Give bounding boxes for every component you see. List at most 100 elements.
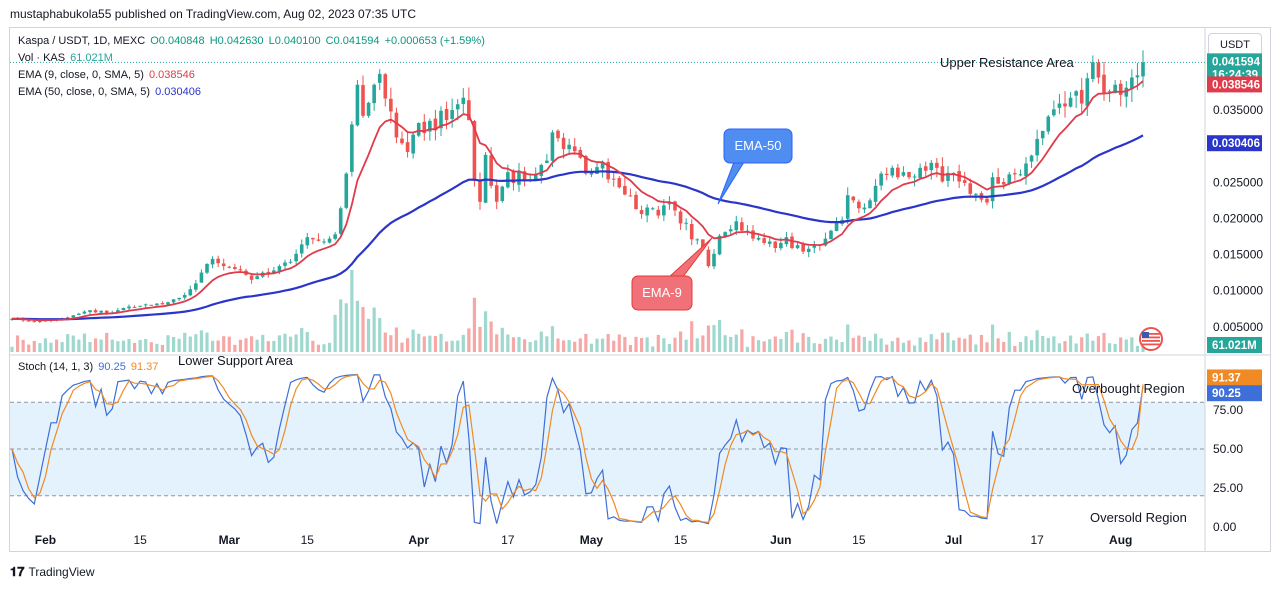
candle-body — [706, 249, 711, 267]
volume-bar — [339, 299, 343, 352]
candle-body — [1085, 78, 1090, 106]
volume-bar — [171, 336, 176, 352]
candle — [32, 320, 37, 323]
candle — [728, 224, 733, 237]
candle-body — [990, 177, 995, 202]
candle-body — [439, 110, 443, 129]
candle-body — [1057, 103, 1062, 108]
candle — [227, 265, 232, 269]
candle-body — [450, 110, 454, 119]
candle-body — [377, 73, 382, 83]
candle-body — [233, 267, 237, 269]
candle-body — [879, 173, 883, 186]
candle-body — [277, 266, 282, 271]
volume-badge-bg — [1207, 337, 1262, 353]
candle-body — [611, 178, 616, 180]
candle — [946, 166, 950, 188]
candle-body — [784, 237, 789, 245]
candle — [678, 209, 683, 230]
candle-body — [946, 172, 950, 181]
stoch-label[interactable]: Stoch (14, 1, 3) — [18, 361, 94, 373]
volume-bar — [489, 321, 493, 352]
candle-body — [1001, 181, 1006, 185]
volume-bar — [127, 339, 131, 352]
candle — [1079, 78, 1084, 115]
candle — [333, 231, 337, 241]
volume-label[interactable]: Vol · KAS — [18, 52, 66, 64]
symbol-name[interactable]: Kaspa / USDT, 1D, MEXC — [18, 35, 146, 47]
ema50-callout-text: EMA-50 — [735, 138, 782, 153]
candle — [422, 114, 427, 141]
volume-bar — [545, 336, 549, 352]
candle-body — [935, 162, 939, 168]
candle-body — [1046, 116, 1051, 132]
candle — [82, 310, 87, 315]
candle — [912, 173, 917, 187]
volume-bar — [160, 344, 165, 352]
candle — [160, 301, 165, 305]
candle — [266, 268, 271, 278]
candle-body — [912, 176, 917, 178]
candle — [1001, 178, 1006, 190]
volume-bar — [578, 338, 582, 352]
volume-bar — [400, 342, 404, 352]
candle — [299, 239, 304, 258]
candle-body — [199, 272, 204, 283]
candle — [522, 166, 527, 187]
volume-bar — [32, 341, 36, 352]
candle-body — [166, 302, 170, 305]
candle — [940, 157, 945, 183]
candle-body — [985, 198, 989, 203]
volume-bar — [439, 333, 443, 352]
volume-bar — [238, 339, 243, 352]
candle-body — [88, 310, 92, 313]
candle-body — [394, 112, 399, 138]
price-tick-label: 0.015000 — [1213, 248, 1263, 262]
candle-body — [467, 100, 471, 121]
tradingview-logo-icon[interactable]: 𝟏𝟕 — [10, 564, 25, 579]
candle — [829, 229, 833, 240]
ema50-label[interactable]: EMA (50, close, 0, SMA, 5) — [18, 86, 151, 98]
volume-bar — [907, 340, 911, 352]
candle-body — [762, 238, 766, 243]
volume-bar — [383, 332, 387, 352]
time-tick-label: Aug — [1109, 533, 1132, 547]
candle-body — [216, 258, 220, 264]
footer-brand[interactable]: TradingView — [28, 565, 95, 579]
stoch-k-badge-bg — [1207, 385, 1262, 402]
candle — [416, 122, 421, 138]
volume-bar — [996, 338, 1000, 352]
candle-body — [533, 174, 538, 180]
candle-body — [205, 263, 209, 273]
volume-bar — [534, 340, 538, 352]
candle-body — [728, 229, 733, 232]
candle-body — [790, 236, 794, 249]
candle-body — [873, 185, 878, 202]
volume-bar — [990, 324, 995, 352]
candle-body — [71, 315, 76, 318]
candle-body — [1118, 83, 1123, 95]
footer: 𝟏𝟕 TradingView — [10, 564, 95, 580]
candle-body — [678, 211, 683, 224]
ema9-label[interactable]: EMA (9, close, 0, SMA, 5) — [18, 69, 144, 81]
volume-bar — [1091, 340, 1095, 352]
volume-bar — [1057, 343, 1062, 352]
candle-body — [600, 162, 605, 169]
ema50-line — [11, 134, 1144, 321]
candle-body — [829, 230, 833, 240]
currency-button[interactable]: USDT — [1208, 33, 1262, 57]
volume-bar — [768, 339, 772, 352]
volume-bar — [93, 338, 98, 352]
volume-bar — [573, 341, 577, 352]
candle — [1018, 169, 1023, 177]
candle-body — [400, 138, 404, 144]
volume-badge-text: 61.021M — [1212, 340, 1257, 352]
ema9-badge: 0.038546 — [1207, 76, 1262, 93]
candle-body — [545, 160, 549, 163]
volume-legend: Vol · KAS 61.021M — [18, 52, 115, 64]
volume-bar — [394, 327, 399, 352]
candle-body — [974, 193, 978, 195]
candle-body — [896, 167, 900, 178]
volume-bar — [628, 345, 633, 352]
